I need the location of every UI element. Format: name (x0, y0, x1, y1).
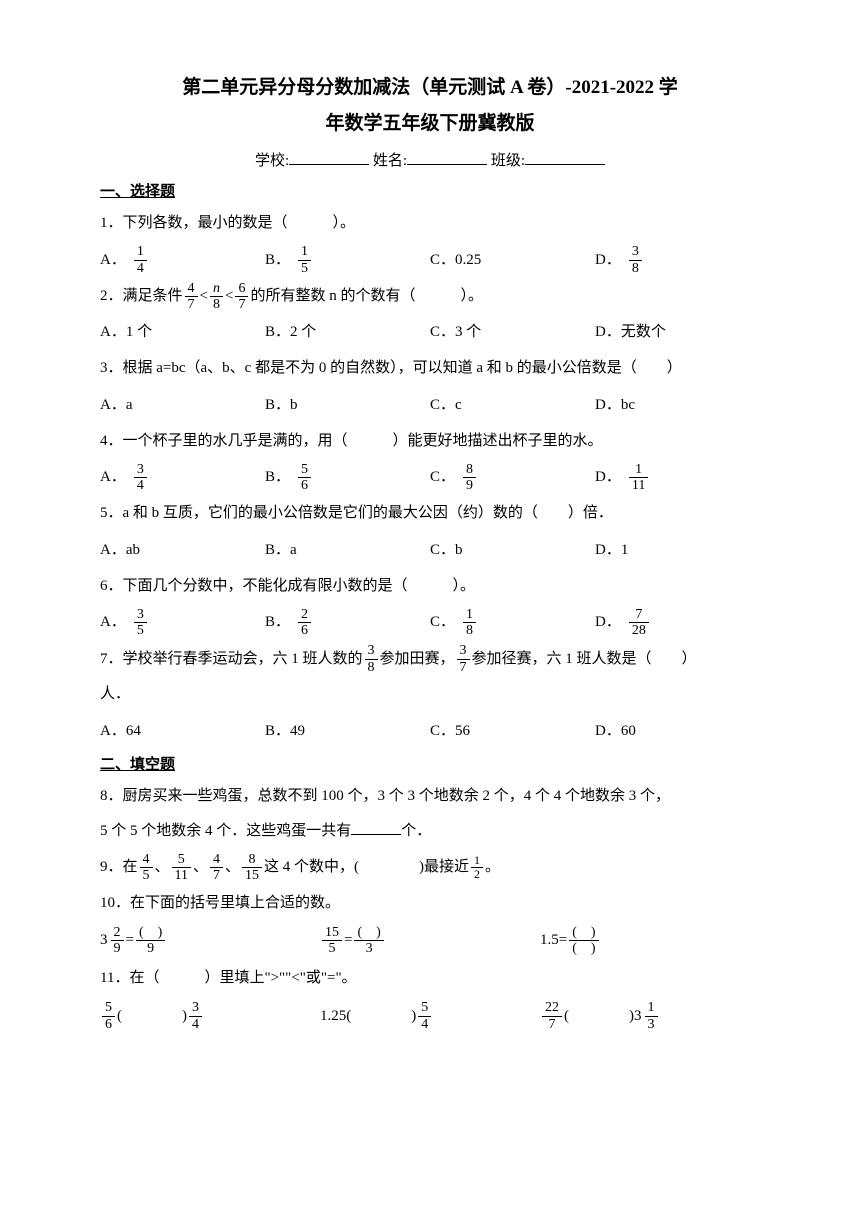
q1-options: A．14 B．15 C．0.25 D．38 (100, 244, 760, 277)
section2-header: 二、填空题 (100, 752, 760, 779)
q1-optD: D．38 (595, 244, 760, 277)
q3-optD: D．bc (595, 389, 760, 422)
q1-optB: B．15 (265, 244, 430, 277)
q11-expressions: 56 ( ) 34 1.25 ( ) 54 227 ( ) 313 (100, 1000, 760, 1032)
q11-expr1: 56 ( ) 34 (100, 1000, 320, 1032)
q6-optC: C．18 (430, 606, 595, 639)
q3-text: 3．根据 a=bc（a、b、c 都是不为 0 的自然数），可以知道 a 和 b … (100, 353, 760, 385)
q7-optD: D．60 (595, 715, 760, 748)
title-line1: 第二单元异分母分数加减法（单元测试 A 卷）-2021-2022 学 (182, 77, 678, 98)
q4-optD: D．111 (595, 461, 760, 494)
q5-text: 5．a 和 b 互质，它们的最小公倍数是它们的最大公因（约）数的（ ）倍． (100, 498, 760, 530)
q10-expr3: 1.5 = ( )( ) (540, 925, 760, 957)
q2-optD: D．无数个 (595, 316, 760, 349)
q7-options: A．64 B．49 C．56 D．60 (100, 715, 760, 748)
q4-text: 4．一个杯子里的水几乎是满的，用（ ）能更好地描述出杯子里的水。 (100, 426, 760, 458)
q6-text: 6．下面几个分数中，不能化成有限小数的是（ ）。 (100, 571, 760, 603)
q10-expressions: 329 = ( )9 155 = ( )3 1.5 = ( )( ) (100, 925, 760, 957)
q4-optA: A．34 (100, 461, 265, 494)
q1-optC: C．0.25 (430, 244, 595, 277)
section1-header: 一、选择题 (100, 179, 760, 206)
q8-blank (351, 834, 401, 835)
q3-optB: B．b (265, 389, 430, 422)
class-blank (525, 150, 605, 165)
q3-optA: A．a (100, 389, 265, 422)
q3-optC: C．c (430, 389, 595, 422)
name-blank (407, 150, 487, 165)
name-label: 姓名: (373, 153, 407, 169)
q2-optB: B．2 个 (265, 316, 430, 349)
q11-expr2: 1.25 ( ) 54 (320, 1000, 540, 1032)
q11-expr3: 227 ( ) 313 (540, 1000, 760, 1032)
q7-optC: C．56 (430, 715, 595, 748)
title-line2: 年数学五年级下册冀教版 (325, 113, 534, 134)
q10-expr2: 155 = ( )3 (320, 925, 540, 957)
q6-options: A．35 B．26 C．18 D．728 (100, 606, 760, 639)
q4-options: A．34 B．56 C．89 D．111 (100, 461, 760, 494)
q4-optB: B．56 (265, 461, 430, 494)
q10-text: 10．在下面的括号里填上合适的数。 (100, 888, 760, 920)
q1-optA: A．14 (100, 244, 265, 277)
q5-optB: B．a (265, 534, 430, 567)
q7-suffix: 人． (100, 679, 760, 711)
q1-text: 1．下列各数，最小的数是（ ）。 (100, 208, 760, 240)
q2-optC: C．3 个 (430, 316, 595, 349)
q5-optD: D．1 (595, 534, 760, 567)
q2-text: 2．满足条件 47 < n8 < 67 的所有整数 n 的个数有（ ）。 (100, 281, 760, 313)
school-label: 学校: (255, 153, 289, 169)
q5-optC: C．b (430, 534, 595, 567)
q7-optB: B．49 (265, 715, 430, 748)
form-line: 学校: 姓名: 班级: (100, 148, 760, 175)
q8-line2: 5 个 5 个地数余 4 个．这些鸡蛋一共有个． (100, 816, 760, 848)
q6-optD: D．728 (595, 606, 760, 639)
page-title: 第二单元异分母分数加减法（单元测试 A 卷）-2021-2022 学 年数学五年… (100, 70, 760, 142)
q11-text: 11．在（ ）里填上">""<"或"="。 (100, 963, 760, 995)
q9-text: 9．在 45、 511、 47、 815 这 4 个数中，( )最接近 12 。 (100, 852, 760, 884)
q6-optB: B．26 (265, 606, 430, 639)
q6-optA: A．35 (100, 606, 265, 639)
q10-expr1: 329 = ( )9 (100, 925, 320, 957)
school-blank (289, 150, 369, 165)
q8-line1: 8．厨房买来一些鸡蛋，总数不到 100 个，3 个 3 个地数余 2 个，4 个… (100, 781, 760, 813)
q7-optA: A．64 (100, 715, 265, 748)
q2-options: A．1 个 B．2 个 C．3 个 D．无数个 (100, 316, 760, 349)
q5-optA: A．ab (100, 534, 265, 567)
q3-options: A．a B．b C．c D．bc (100, 389, 760, 422)
class-label: 班级: (491, 153, 525, 169)
q7-text: 7．学校举行春季运动会，六 1 班人数的 38 参加田赛， 37 参加径赛，六 … (100, 643, 760, 675)
q2-optA: A．1 个 (100, 316, 265, 349)
q5-options: A．ab B．a C．b D．1 (100, 534, 760, 567)
q4-optC: C．89 (430, 461, 595, 494)
